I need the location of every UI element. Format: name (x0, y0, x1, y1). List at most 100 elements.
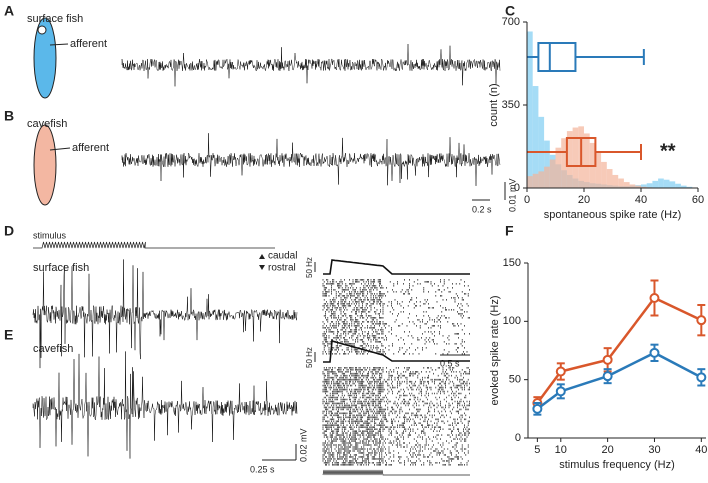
marker (602, 371, 613, 382)
x-tick-label: 0 (524, 194, 530, 206)
hist-bar (606, 169, 613, 188)
afferent-label: afferent (70, 38, 107, 50)
cavefish (33, 124, 57, 206)
y-tick-label: 0 (514, 182, 520, 194)
scale-label: 50 Hz (305, 347, 314, 368)
hist-bar (680, 185, 687, 188)
x-tick-label: 30 (648, 444, 660, 456)
hist-bar (629, 184, 636, 188)
raster (322, 367, 470, 466)
hist-bar (544, 166, 550, 188)
hist-bar (595, 152, 602, 188)
fish-label: surface fish (33, 262, 89, 274)
trace (121, 43, 501, 87)
scale-label: 0.01 mV (507, 178, 517, 212)
hist-bar (555, 147, 562, 188)
psth (323, 259, 470, 275)
y-tick-label: 50 (509, 374, 521, 386)
box (537, 42, 577, 72)
hist-bar (675, 183, 681, 188)
x-tick-label: 5 (534, 444, 540, 456)
hist-bar (641, 186, 647, 188)
y-tick-label: 350 (502, 99, 520, 111)
y-tick-label: 150 (503, 257, 521, 269)
raster (322, 279, 470, 355)
y-axis-label: count (n) (488, 83, 500, 126)
hist-bar (544, 140, 550, 188)
marker (602, 354, 613, 365)
panel-label: D (4, 223, 14, 239)
hist-bar (646, 183, 653, 188)
marker (532, 403, 543, 414)
trace (32, 259, 298, 369)
hist-bar (532, 173, 539, 188)
panel-label: E (4, 327, 13, 343)
panel-label: A (4, 3, 14, 19)
x-tick-label: 20 (578, 194, 590, 206)
marker (555, 386, 566, 397)
hist-bar (669, 181, 676, 188)
hist-bar (612, 174, 619, 188)
stimulus-trace (322, 469, 470, 476)
y-tick-label: 0 (515, 432, 521, 444)
hist-bar (532, 86, 539, 188)
x-tick-label: 10 (555, 444, 567, 456)
marker (696, 372, 707, 383)
scale-label: 0.5 s (440, 358, 460, 368)
scale-label: 0.02 mV (298, 428, 308, 462)
arrow-up (259, 254, 265, 259)
x-axis-label: stimulus frequency (Hz) (559, 459, 675, 471)
x-tick-label: 40 (695, 444, 707, 456)
hist-bar (658, 178, 664, 188)
x-tick-label: 20 (602, 444, 614, 456)
trace (121, 133, 501, 186)
scale-label: 50 Hz (305, 257, 314, 278)
hist-bar (635, 185, 641, 188)
psth (323, 339, 470, 363)
direction-label: rostral (268, 263, 296, 274)
x-axis-label: spontaneous spike rate (Hz) (544, 209, 682, 221)
hist-bar (641, 184, 647, 188)
arrow-down (259, 265, 265, 270)
afferent-label: afferent (72, 142, 109, 154)
hist-bar (601, 161, 607, 188)
marker (649, 293, 660, 303)
stimulus-trace (33, 241, 275, 249)
hist-bar (527, 31, 533, 188)
hist-bar (686, 186, 693, 188)
panel-label: C (505, 3, 515, 19)
x-tick-label: 40 (635, 194, 647, 206)
hist-bar (549, 159, 556, 188)
stimulus-label: stimulus (33, 230, 67, 240)
hist-bar (566, 131, 573, 188)
hist-bar (618, 178, 624, 188)
line (536, 351, 702, 410)
scale-label: 0.2 s (472, 204, 492, 214)
panel-label: B (4, 108, 14, 124)
hist-bar (572, 127, 579, 188)
scale-label: 0.25 s (250, 464, 275, 474)
hist-bar (527, 176, 533, 188)
panel-label: F (505, 223, 514, 239)
y-axis-label: evoked spike rate (Hz) (489, 295, 501, 405)
hist-bar (561, 138, 567, 188)
y-tick-label: 700 (502, 16, 520, 28)
surface-fish (33, 17, 57, 99)
direction-label: caudal (268, 251, 297, 262)
marker (649, 347, 660, 358)
fish-label: surface fish (27, 13, 83, 25)
fish-eye (37, 25, 47, 35)
marker (696, 315, 707, 326)
marker (555, 366, 566, 377)
hist-bar (538, 171, 545, 188)
trace (32, 351, 298, 459)
fish-label: cavefish (33, 343, 73, 355)
hist-bar (584, 133, 590, 188)
fish-label: cavefish (27, 118, 67, 130)
hist-bar (663, 179, 670, 188)
hist-bar (652, 180, 659, 188)
afferent-pointer (49, 43, 69, 46)
annotation: ** (660, 140, 676, 162)
illustrations (33, 17, 506, 461)
